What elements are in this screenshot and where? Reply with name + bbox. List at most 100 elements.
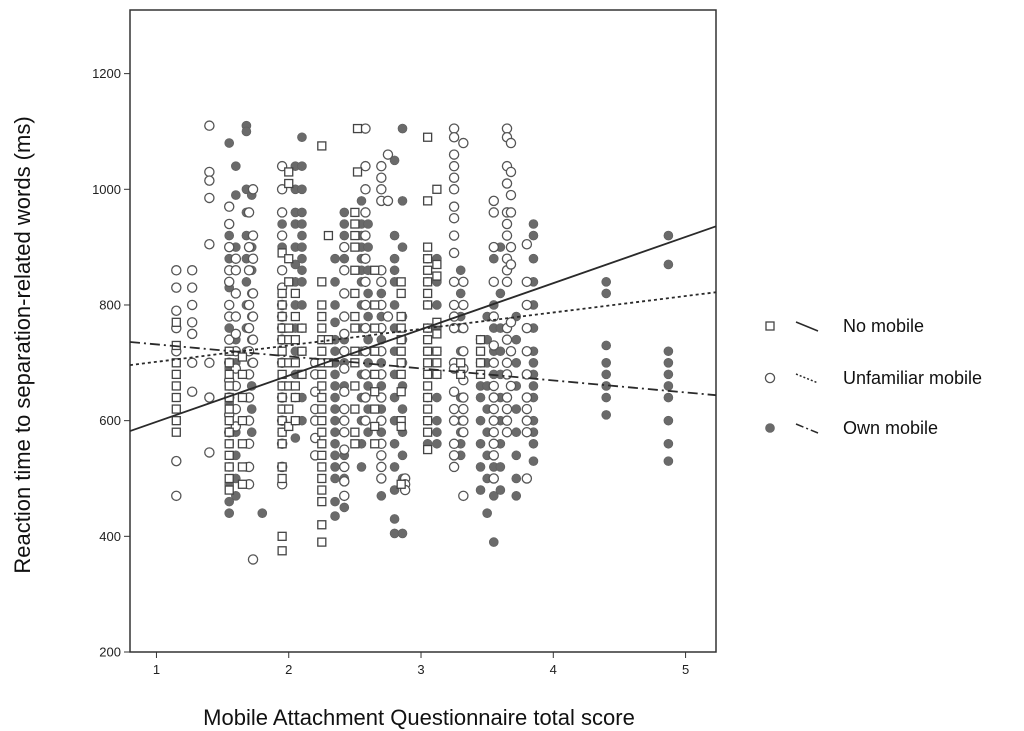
point-unfamiliar-mobile (243, 241, 255, 253)
point-own-mobile (330, 346, 340, 357)
point-unfamiliar-mobile (171, 305, 182, 317)
point-no-mobile (350, 427, 360, 437)
point-unfamiliar-mobile (488, 426, 500, 438)
point-no-mobile (284, 404, 294, 414)
point-no-mobile (224, 369, 234, 380)
point-own-mobile (297, 253, 307, 264)
point-unfamiliar-mobile (448, 386, 460, 397)
point-no-mobile (317, 462, 327, 472)
data-points (171, 120, 674, 565)
point-unfamiliar-mobile (186, 265, 198, 276)
point-no-mobile (422, 444, 433, 455)
point-own-mobile (475, 392, 486, 403)
point-no-mobile (396, 323, 406, 333)
point-no-mobile (277, 473, 287, 484)
point-own-mobile (297, 277, 307, 287)
point-own-mobile (488, 491, 499, 501)
point-unfamiliar-mobile (360, 369, 371, 380)
point-no-mobile (422, 254, 433, 264)
point-own-mobile (231, 161, 241, 171)
point-own-mobile (330, 473, 340, 484)
point-unfamiliar-mobile (382, 149, 394, 160)
point-unfamiliar-mobile (243, 265, 255, 276)
point-own-mobile (376, 491, 387, 501)
point-no-mobile (350, 311, 360, 322)
point-unfamiliar-mobile (448, 160, 460, 172)
point-unfamiliar-mobile (521, 392, 533, 403)
point-own-mobile (376, 288, 387, 299)
point-no-mobile (277, 248, 287, 258)
point-unfamiliar-mobile (186, 282, 198, 293)
point-no-mobile (432, 369, 442, 380)
point-no-mobile (290, 358, 300, 368)
point-no-mobile (396, 288, 406, 299)
point-no-mobile (432, 346, 442, 356)
point-no-mobile (422, 132, 433, 142)
point-no-mobile (284, 277, 294, 287)
point-unfamiliar-mobile (501, 230, 513, 241)
point-unfamiliar-mobile (360, 160, 371, 172)
point-own-mobile (389, 155, 400, 166)
point-unfamiliar-mobile (339, 403, 350, 415)
point-unfamiliar-mobile (339, 461, 350, 473)
point-unfamiliar-mobile (360, 253, 371, 264)
point-unfamiliar-mobile (186, 299, 198, 311)
legend-marker-unfamiliar-mobile (764, 372, 776, 384)
point-own-mobile (663, 456, 674, 466)
point-no-mobile (171, 415, 181, 426)
point-unfamiliar-mobile (247, 253, 259, 264)
point-unfamiliar-mobile (488, 357, 500, 369)
point-unfamiliar-mobile (488, 438, 500, 450)
point-unfamiliar-mobile (521, 322, 533, 334)
point-unfamiliar-mobile (488, 473, 500, 484)
point-own-mobile (528, 358, 539, 368)
point-unfamiliar-mobile (448, 212, 460, 224)
point-own-mobile (511, 450, 522, 461)
point-own-mobile (528, 456, 539, 466)
point-unfamiliar-mobile (247, 357, 259, 369)
point-own-mobile (601, 277, 612, 287)
y-tick-label: 1000 (92, 182, 121, 197)
point-no-mobile (317, 277, 327, 287)
point-unfamiliar-mobile (448, 299, 460, 311)
point-no-mobile (290, 381, 300, 391)
x-axis-title: Mobile Attachment Questionnaire total sc… (203, 705, 635, 730)
point-unfamiliar-mobile (186, 328, 198, 340)
point-no-mobile (422, 404, 433, 414)
point-no-mobile (350, 219, 360, 229)
point-no-mobile (475, 346, 486, 356)
point-unfamiliar-mobile (360, 322, 371, 334)
point-no-mobile (350, 230, 360, 241)
point-own-mobile (224, 508, 235, 518)
point-no-mobile (370, 439, 380, 449)
point-unfamiliar-mobile (376, 172, 387, 183)
point-no-mobile (277, 392, 287, 403)
point-unfamiliar-mobile (501, 178, 513, 189)
point-unfamiliar-mobile (505, 259, 517, 270)
point-no-mobile (277, 439, 287, 449)
point-no-mobile (370, 346, 380, 356)
point-unfamiliar-mobile (501, 415, 513, 426)
point-own-mobile (455, 288, 466, 299)
y-tick-label: 800 (99, 297, 121, 312)
point-own-mobile (330, 392, 340, 403)
point-no-mobile (422, 358, 433, 368)
point-own-mobile (488, 253, 499, 264)
point-own-mobile (511, 491, 522, 501)
point-own-mobile (601, 392, 612, 403)
point-own-mobile (330, 496, 340, 507)
point-unfamiliar-mobile (243, 299, 255, 311)
point-no-mobile (237, 439, 248, 449)
point-unfamiliar-mobile (382, 195, 394, 207)
point-own-mobile (397, 404, 408, 414)
point-unfamiliar-mobile (223, 201, 235, 212)
point-unfamiliar-mobile (448, 438, 460, 450)
point-own-mobile (475, 485, 486, 495)
point-own-mobile (330, 404, 340, 414)
point-unfamiliar-mobile (223, 241, 235, 253)
point-no-mobile (317, 311, 327, 322)
point-no-mobile (224, 381, 234, 391)
point-unfamiliar-mobile (186, 357, 198, 369)
legend-label-own-mobile: Own mobile (843, 418, 938, 438)
point-unfamiliar-mobile (204, 392, 215, 403)
